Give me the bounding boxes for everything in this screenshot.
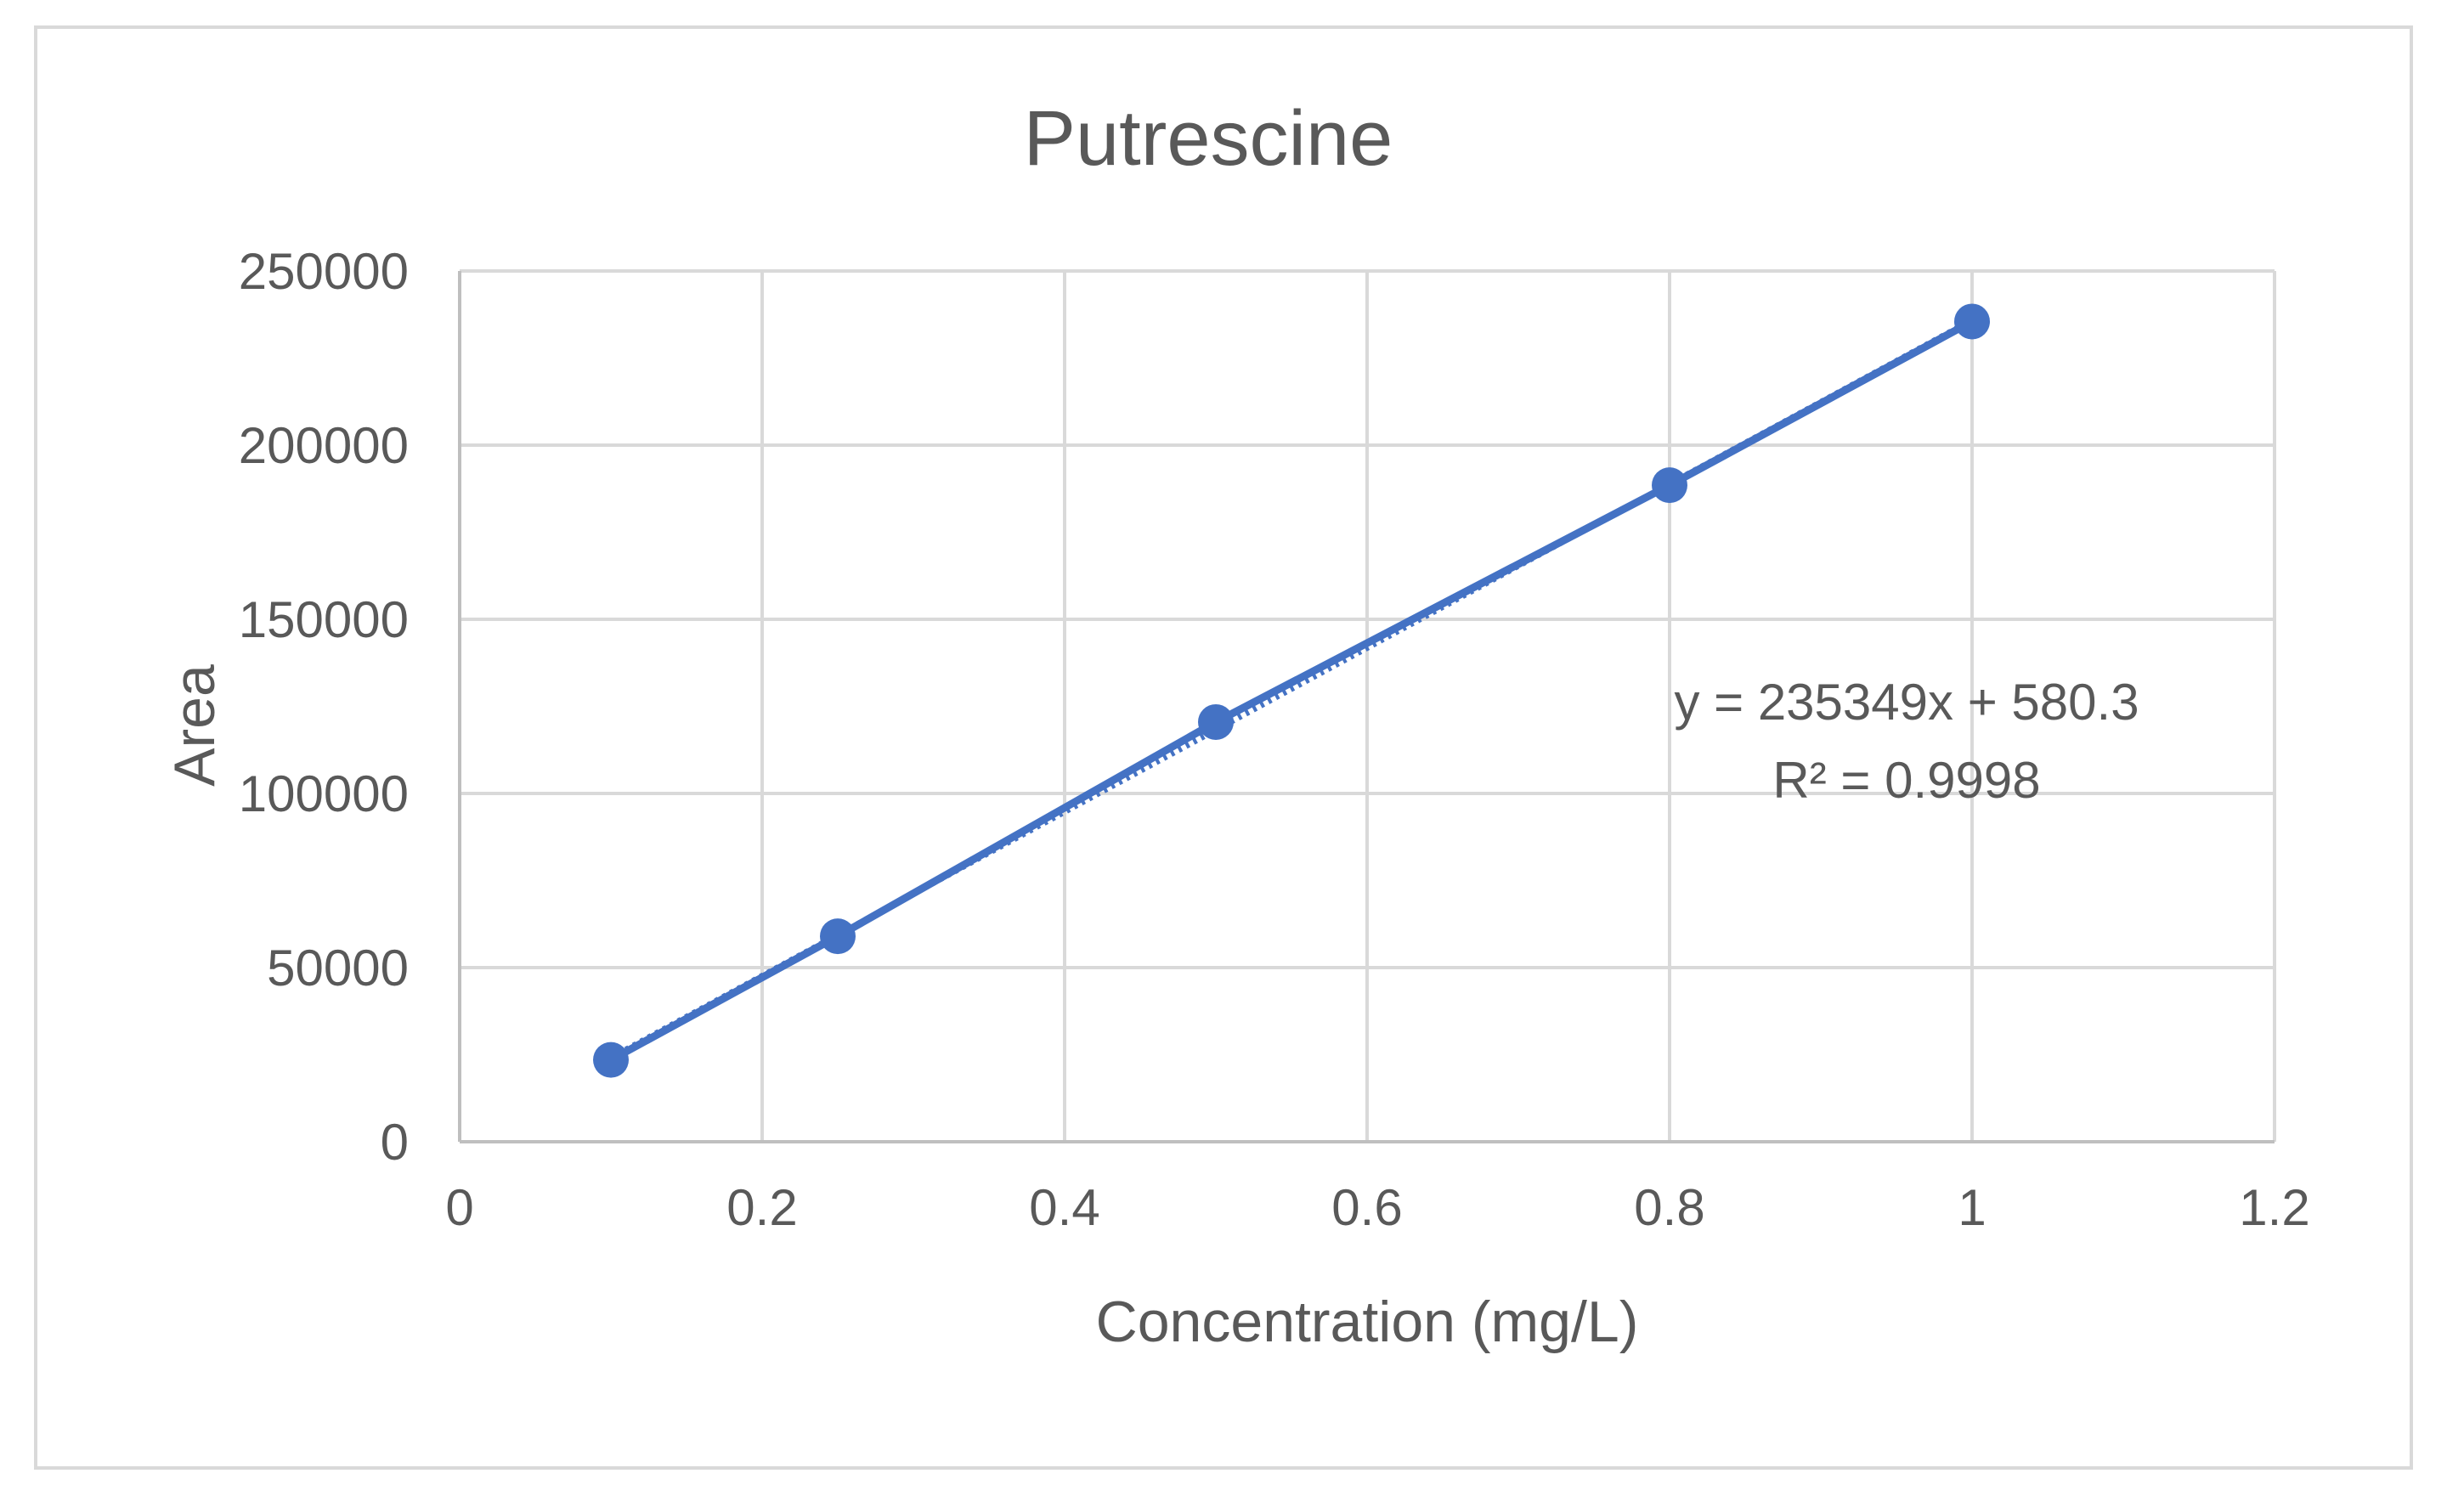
x-tick-label: 0.4 — [1029, 1179, 1099, 1236]
y-tick-label: 250000 — [239, 243, 409, 300]
x-axis-title: Concentration (mg/L) — [1096, 1290, 1639, 1354]
x-tick-label: 1 — [1958, 1179, 1986, 1236]
x-tick-label: 1.2 — [2239, 1179, 2309, 1236]
chart-canvas: Putrescine 0 50000 100000 150000 200000 25000… — [162, 95, 2310, 1354]
y-tick-label: 200000 — [239, 417, 409, 474]
data-series — [593, 303, 1990, 1078]
axes — [458, 271, 2275, 1143]
tick-labels: 0 50000 100000 150000 200000 250000 0 0.2 0.4 0.6… — [239, 243, 2310, 1236]
data-point — [593, 1042, 629, 1078]
trendline-r-squared: R² = 0.9998 — [1772, 752, 2040, 809]
data-point — [1652, 467, 1687, 504]
y-tick-label: 150000 — [239, 591, 409, 648]
y-tick-label: 50000 — [267, 940, 409, 996]
data-point — [1198, 703, 1234, 740]
trendline-equation: y = 235349x + 580.3 — [1674, 674, 2139, 731]
data-point — [820, 918, 856, 955]
x-tick-label: 0 — [445, 1179, 473, 1236]
gridlines — [460, 269, 2276, 1142]
y-tick-label: 100000 — [239, 765, 409, 822]
x-tick-label: 0.6 — [1331, 1179, 1402, 1236]
x-tick-label: 0.8 — [1634, 1179, 1704, 1236]
data-point — [1954, 303, 1990, 340]
x-tick-label: 0.2 — [726, 1179, 797, 1236]
chart-frame: Putrescine 0 50000 100000 150000 200000 25000… — [34, 25, 2413, 1470]
y-axis-title: Area — [162, 664, 227, 787]
y-tick-label: 0 — [381, 1114, 409, 1171]
chart-title: Putrescine — [1024, 95, 1393, 182]
